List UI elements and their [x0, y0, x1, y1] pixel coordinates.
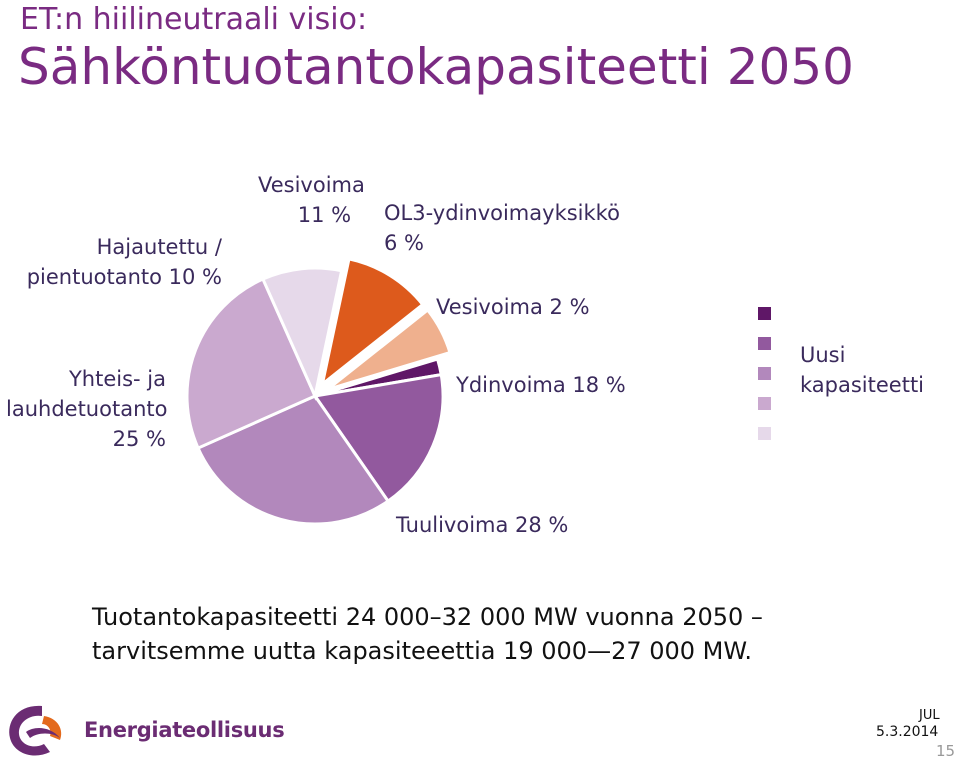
label-yhteis-line2: lauhdetuotanto [6, 397, 168, 421]
label-ol3-name: OL3-ydinvoimayksikkö [384, 201, 620, 225]
page-number: 15 [936, 742, 956, 760]
label-ol3: OL3-ydinvoimayksikkö 6 % [384, 198, 620, 258]
label-hajautettu-line1: Hajautettu / [96, 235, 222, 259]
date: 5.3.2014 [876, 724, 939, 740]
summary-text: Tuotantokapasiteetti 24 000–32 000 MW vu… [92, 600, 763, 668]
date-top: JUL [919, 708, 940, 723]
pie-slice-6 [260, 266, 344, 401]
slide-title-line1: ET:n hiilineutraali visio: [20, 2, 368, 37]
label-vesivoima-11-value: 11 % [297, 203, 352, 227]
label-yhteis-line1: Yhteis- ja [68, 367, 166, 391]
legend-swatch-4 [758, 397, 771, 410]
pie-slice-0 [320, 257, 425, 388]
label-tuulivoima-text: Tuulivoima 28 % [396, 513, 569, 537]
summary-line2: tarvitsemme uutta kapasiteeettia 19 000—… [92, 637, 752, 665]
label-yhteis-value: 25 % [112, 427, 166, 451]
legend-label-line1: Uusi [800, 343, 846, 367]
energiateollisuus-logo-icon [9, 705, 62, 756]
label-ol3-value: 6 % [384, 231, 424, 255]
slide-title-line2: Sähköntuotantokapasiteetti 2050 [18, 38, 854, 96]
legend-label-line2: kapasiteetti [800, 373, 925, 397]
pie-slice-1 [326, 307, 452, 391]
label-vesivoima-11: Vesivoima 11 % [258, 170, 365, 230]
legend-label: Uusi kapasiteetti [800, 340, 924, 400]
label-hajautettu: Hajautettu / pientuotanto 10 % [20, 232, 222, 292]
label-tuulivoima: Tuulivoima 28 % [396, 510, 568, 540]
legend-swatch-5 [758, 427, 771, 440]
label-vesivoima-2-text: Vesivoima 2 % [436, 295, 590, 319]
legend-swatch-2 [758, 337, 771, 350]
label-ydinvoima-text: Ydinvoima 18 % [456, 373, 626, 397]
logo-text: Energiateollisuus [84, 718, 285, 742]
legend-swatch-1 [758, 307, 771, 320]
summary-line1: Tuotantokapasiteetti 24 000–32 000 MW vu… [92, 603, 763, 631]
label-yhteis: Yhteis- ja lauhdetuotanto 25 % [6, 364, 168, 454]
label-vesivoima-2: Vesivoima 2 % [436, 292, 590, 322]
legend-swatch-3 [758, 367, 771, 380]
pie-chart [185, 257, 452, 526]
label-vesivoima-11-name: Vesivoima [258, 173, 365, 197]
label-hajautettu-line2: pientuotanto 10 % [26, 265, 222, 289]
label-ydinvoima: Ydinvoima 18 % [456, 370, 626, 400]
pie-slice-5 [185, 277, 317, 451]
pie-slice-3 [312, 372, 445, 504]
